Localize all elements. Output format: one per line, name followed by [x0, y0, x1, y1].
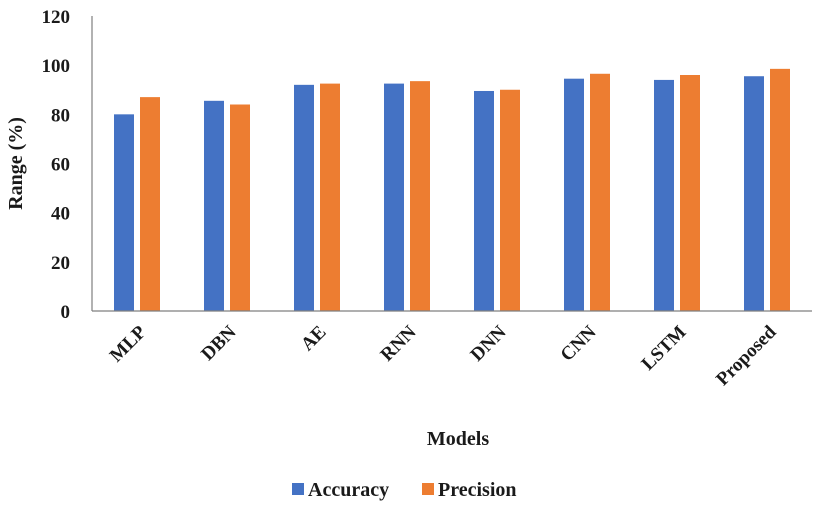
- x-category-label: RNN: [377, 321, 421, 365]
- bars: [114, 68, 790, 312]
- bar-precision-cnn: [590, 73, 610, 311]
- bar-accuracy-ae: [294, 84, 314, 311]
- y-tick-label: 20: [51, 253, 70, 274]
- y-tick-label: 80: [51, 105, 70, 126]
- bar-accuracy-proposed: [744, 76, 764, 312]
- bar-precision-dnn: [500, 89, 520, 311]
- bar-accuracy-mlp: [114, 114, 134, 311]
- bar-precision-dbn: [230, 104, 250, 311]
- bar-precision-lstm: [680, 75, 700, 311]
- x-category-label: AE: [297, 322, 331, 356]
- bar-precision-mlp: [140, 97, 160, 311]
- legend-label-accuracy: Accuracy: [308, 479, 389, 501]
- x-axis-category-labels: MLP DBN AE RNN DNN CNN LSTM Proposed: [106, 321, 781, 390]
- y-tick-label: 40: [51, 204, 70, 225]
- x-category-label: Proposed: [712, 321, 781, 390]
- x-category-label: CNN: [557, 321, 601, 365]
- x-category-label: MLP: [106, 321, 151, 366]
- x-category-label: DBN: [197, 321, 240, 364]
- x-axis-title: Models: [427, 428, 489, 450]
- legend-swatch-accuracy: [292, 483, 304, 495]
- y-axis-title: Range (%): [5, 117, 27, 210]
- y-axis-ticks: 0 20 40 60 80 100 120: [42, 7, 71, 323]
- bar-accuracy-lstm: [654, 79, 674, 312]
- legend-label-precision: Precision: [438, 479, 517, 501]
- y-tick-label: 0: [61, 302, 71, 323]
- bar-accuracy-rnn: [384, 83, 404, 312]
- bar-accuracy-dbn: [204, 100, 224, 311]
- y-tick-label: 60: [51, 155, 70, 176]
- y-tick-label: 100: [42, 56, 71, 77]
- y-tick-label: 120: [42, 7, 71, 28]
- bar-accuracy-cnn: [564, 78, 584, 311]
- bar-accuracy-dnn: [474, 90, 494, 312]
- bar-precision-ae: [320, 83, 340, 312]
- x-category-label: LSTM: [638, 322, 691, 375]
- bar-precision-proposed: [770, 68, 790, 312]
- legend: Accuracy Precision: [292, 479, 517, 501]
- x-category-label: DNN: [467, 321, 511, 365]
- legend-swatch-precision: [422, 483, 434, 495]
- bar-precision-rnn: [410, 81, 430, 311]
